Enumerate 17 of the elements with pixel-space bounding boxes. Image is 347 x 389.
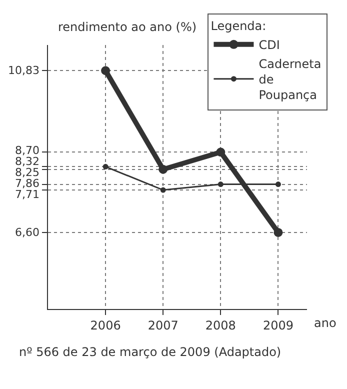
x-tick-label: 2008 (205, 318, 236, 332)
legend-label: CDI (258, 38, 280, 52)
x-tick-label: 2009 (262, 318, 294, 332)
y-tick-label: 10,83 (8, 64, 40, 77)
x-tick-label: 2006 (90, 318, 121, 332)
text: nº 566 de 23 de março de 2009 (Adaptado) (19, 345, 282, 359)
y-tick-label: 7,71 (15, 188, 40, 201)
y-tick-label: 6,60 (15, 226, 40, 239)
y-tick-label: 8,32 (15, 155, 40, 168)
legend-label: Caderneta de Poupança (258, 56, 322, 102)
y-tick-label: 7,86 (15, 177, 40, 190)
y-tick-label: 8,25 (15, 166, 40, 179)
y-axis-title: rendimento ao ano (%) (58, 20, 197, 34)
x-axis-title: ano (314, 316, 336, 330)
y-tick-label: 8,70 (15, 144, 40, 157)
x-tick-label: 2007 (148, 318, 178, 332)
legend-title: Legenda: (210, 18, 266, 33)
